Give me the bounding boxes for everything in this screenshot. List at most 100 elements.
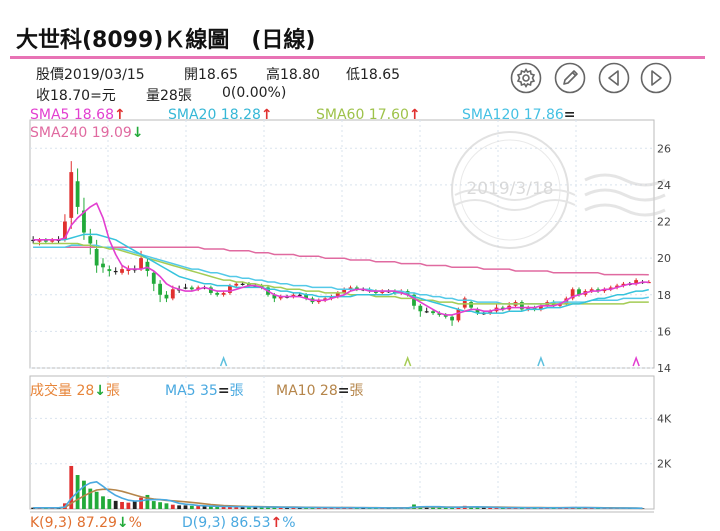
candle[interactable] [596,287,600,293]
candle[interactable] [602,287,607,293]
candle[interactable] [151,270,156,292]
candle[interactable] [437,311,442,317]
candle[interactable] [469,300,474,310]
candle[interactable] [399,289,404,295]
volume-bar[interactable] [272,507,277,509]
candle[interactable] [329,294,334,301]
candle[interactable] [424,307,429,314]
volume-bar[interactable] [120,501,124,509]
volume-bar[interactable] [278,507,283,509]
volume-bar[interactable] [145,494,150,509]
candle[interactable] [208,285,213,295]
volume-bar[interactable] [431,507,435,509]
volume-bar[interactable] [139,497,143,509]
volume-bar[interactable] [285,507,289,509]
candle[interactable] [82,197,86,240]
volume-bar[interactable] [215,506,220,509]
volume-bar[interactable] [221,506,226,509]
candle[interactable] [31,236,36,244]
volume-bar[interactable] [183,505,188,509]
volume-bar[interactable] [304,507,308,509]
volume-bar[interactable] [113,500,118,509]
volume-bar[interactable] [500,507,505,509]
candle[interactable] [450,314,454,326]
volume-bar[interactable] [475,507,480,509]
candle[interactable] [107,265,112,277]
volume-bar[interactable] [316,507,321,509]
candle[interactable] [113,267,118,275]
next-button[interactable] [640,62,672,94]
volume-bar[interactable] [259,507,264,509]
candle[interactable] [158,280,163,303]
candle[interactable] [646,280,651,284]
volume-bar[interactable] [291,507,296,509]
volume-bar[interactable] [126,502,131,509]
volume-bar[interactable] [469,506,474,509]
volume-bar[interactable] [158,502,163,509]
volume-bar[interactable] [494,507,499,509]
volume-bar[interactable] [234,506,239,509]
volume-bar[interactable] [196,506,201,509]
volume-bar[interactable] [437,507,442,509]
volume-bar[interactable] [151,501,156,509]
candle[interactable] [367,287,372,293]
candle[interactable] [247,281,251,288]
candle[interactable] [189,285,194,292]
candle[interactable] [526,305,531,312]
candle[interactable] [570,287,575,301]
candle[interactable] [126,265,131,275]
volume-bar[interactable] [488,507,493,509]
volume-bar[interactable] [202,506,207,509]
candle[interactable] [291,292,296,299]
candle[interactable] [50,238,55,244]
volume-bar[interactable] [253,507,258,509]
candle[interactable] [120,265,124,275]
volume-bar[interactable] [69,465,74,509]
volume-bar[interactable] [310,507,315,509]
settings-button[interactable] [510,62,542,94]
candle[interactable] [234,281,239,288]
candle[interactable] [462,296,467,310]
candle[interactable] [380,289,385,295]
candle[interactable] [88,228,93,255]
candle[interactable] [43,238,48,244]
candle[interactable] [101,258,105,273]
candle[interactable] [589,287,594,293]
candle[interactable] [500,305,505,312]
volume-bar[interactable] [228,506,232,509]
volume-bar[interactable] [82,480,86,509]
candle[interactable] [348,285,353,292]
volume-bar[interactable] [31,507,36,509]
volume-bar[interactable] [443,507,448,509]
candle[interactable] [196,285,201,292]
volume-bar[interactable] [208,506,213,509]
volume-bar[interactable] [164,503,169,509]
draw-button[interactable] [554,62,586,94]
volume-bar[interactable] [424,506,429,509]
candle[interactable] [316,298,321,304]
volume-bar[interactable] [247,506,251,509]
previous-button[interactable] [598,62,630,94]
volume-bar[interactable] [177,505,182,509]
candle[interactable] [393,289,397,295]
volume-bar[interactable] [88,488,93,509]
volume-bar[interactable] [240,506,245,509]
volume-bar[interactable] [297,507,302,509]
volume-bar[interactable] [107,499,112,509]
candle[interactable] [278,294,283,301]
candle[interactable] [412,292,416,310]
candle[interactable] [354,285,359,292]
candle[interactable] [443,313,448,319]
volume-bar[interactable] [266,507,270,509]
candle[interactable] [532,305,537,312]
candle[interactable] [488,309,493,315]
candle[interactable] [519,300,524,312]
volume-bar[interactable] [94,491,99,509]
candle[interactable] [221,291,226,297]
candle[interactable] [374,289,378,295]
volume-bar[interactable] [189,505,194,509]
candle[interactable] [418,303,423,317]
candle[interactable] [323,296,328,303]
candle[interactable] [259,283,264,290]
